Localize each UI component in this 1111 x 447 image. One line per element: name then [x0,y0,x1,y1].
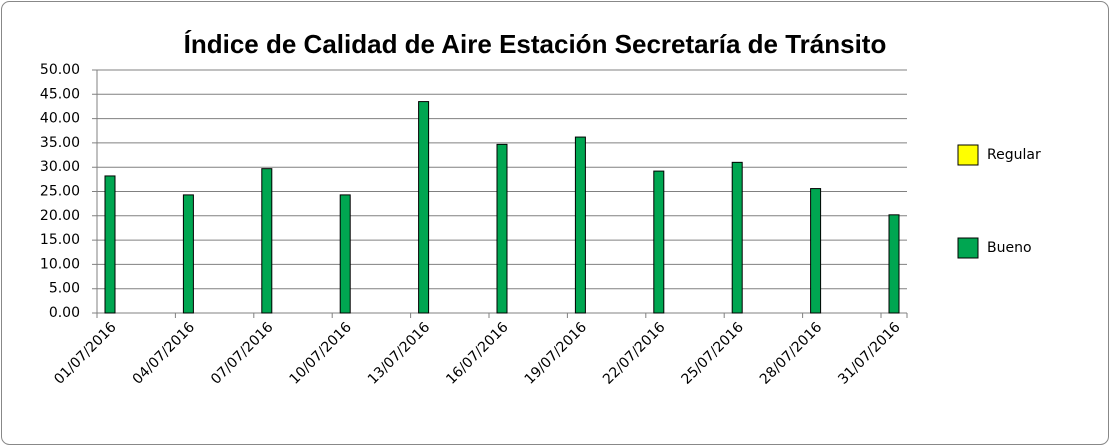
y-tick-label: 30.00 [40,159,80,175]
y-tick-label: 50.00 [40,62,80,78]
bar [810,188,822,314]
y-tick-label: 40.00 [40,111,80,127]
y-tick-label: 20.00 [40,208,80,224]
bar [888,214,900,314]
bar [731,161,743,314]
y-tick-label: 5.00 [49,281,80,297]
bar [653,170,665,314]
legend-label: Bueno [987,240,1032,256]
y-tick-label: 45.00 [40,86,80,102]
bar [496,143,508,314]
bar [418,101,430,314]
y-tick-label: 25.00 [40,184,80,200]
chart-title: Índice de Calidad de Aire Estación Secre… [184,29,887,59]
y-tick-label: 15.00 [40,232,80,248]
bar [574,136,586,314]
bar [261,168,273,314]
legend-label: Regular [987,147,1041,163]
y-tick-label: 0.00 [49,305,80,321]
legend-swatch [957,144,979,166]
y-tick-label: 35.00 [40,135,80,151]
y-tick-label: 10.00 [40,256,80,272]
legend-swatch [957,237,979,259]
bar [104,175,116,314]
bar [182,194,194,314]
bar [339,194,351,314]
